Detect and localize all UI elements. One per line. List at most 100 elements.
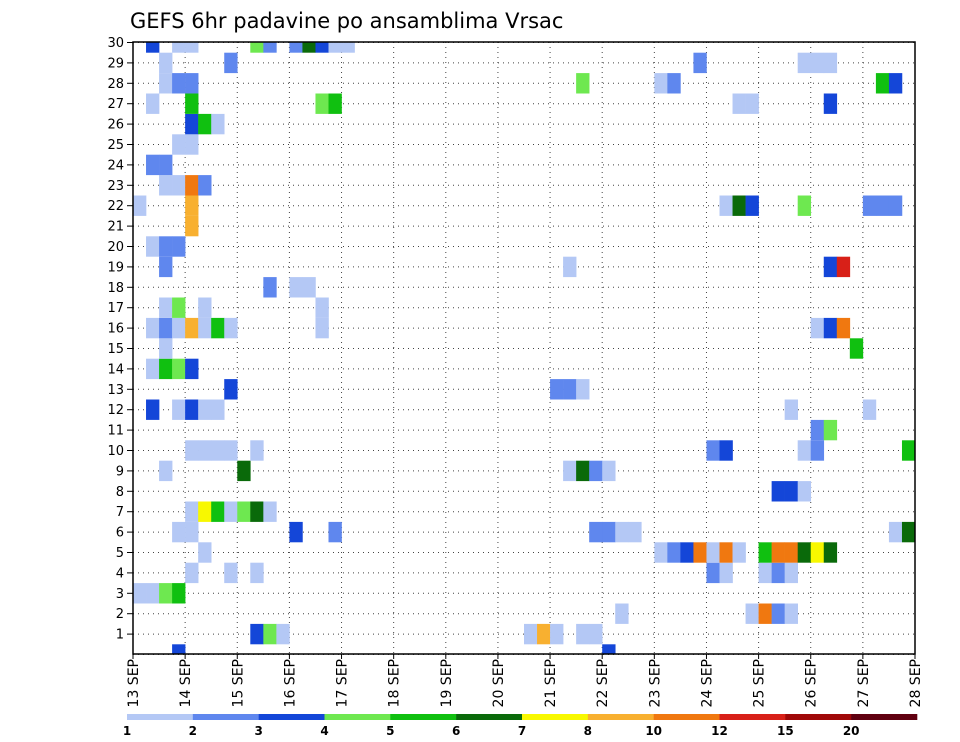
heatmap-cell: [146, 154, 160, 176]
heatmap-cell: [133, 195, 147, 216]
y-tick-label: 6: [116, 526, 124, 541]
heatmap-cell: [810, 317, 825, 339]
y-tick-label: 22: [107, 199, 124, 214]
heatmap-cell: [185, 113, 199, 135]
heatmap-cell: [211, 399, 225, 420]
heatmap-cell: [159, 52, 173, 74]
heatmap-cell: [706, 562, 720, 584]
colorbar: 1 2 3 4 5 6 7 8 10 12 15 20: [123, 714, 918, 738]
heatmap-cell: [185, 175, 199, 196]
heatmap-cell: [589, 623, 603, 645]
heatmap-cell: [263, 42, 277, 53]
heatmap-cell: [172, 317, 186, 339]
heatmap-cell: [185, 73, 199, 94]
heatmap-cell: [745, 603, 759, 624]
heatmap-cell: [563, 460, 577, 482]
heatmap-cell: [784, 399, 798, 420]
heatmap-cell: [836, 317, 851, 339]
heatmap-cell: [159, 338, 173, 359]
heatmap-cell: [667, 542, 681, 563]
heatmap-cell: [146, 358, 160, 380]
y-tick-label: 23: [107, 179, 124, 194]
heatmap-cell: [823, 256, 838, 278]
heatmap-cell: [797, 481, 812, 502]
heatmap-cell: [771, 481, 785, 502]
heatmap-cell: [888, 73, 903, 94]
heatmap-cell: [719, 542, 733, 563]
x-tick-label: 26 SEP: [804, 659, 820, 707]
colorbar-label: 5: [386, 724, 394, 738]
y-tick-label: 29: [107, 56, 124, 71]
heatmap-cell: [654, 542, 668, 563]
heatmap-cell: [185, 215, 199, 237]
colorbar-swatch: [587, 714, 654, 720]
x-tick-label: 23 SEP: [647, 659, 663, 707]
heatmap-cell: [823, 52, 838, 74]
y-tick-label: 17: [107, 301, 124, 316]
y-tick-label: 13: [107, 383, 124, 398]
heatmap-cell: [159, 460, 173, 482]
heatmap-cell: [758, 603, 772, 624]
heatmap-cell: [862, 195, 877, 216]
heatmap-cell: [198, 501, 212, 522]
y-tick-label: 30: [107, 36, 124, 51]
heatmap-cell: [172, 297, 186, 318]
heatmap-cell: [172, 175, 186, 196]
colorbar-swatch: [653, 714, 720, 720]
heatmap-cell: [146, 399, 160, 420]
y-tick-label: 3: [116, 587, 124, 602]
colorbar-label: 6: [452, 724, 460, 738]
heatmap-cell: [185, 93, 199, 114]
heatmap-cell: [224, 562, 238, 584]
heatmap-cell: [615, 603, 629, 624]
heatmap-cell: [211, 113, 225, 135]
x-tick-label: 22 SEP: [595, 659, 611, 707]
y-tick-label: 4: [116, 566, 124, 581]
heatmap-cell: [133, 583, 147, 604]
heatmap-cell: [185, 317, 199, 339]
heatmap-cell: [185, 501, 199, 522]
x-tick-label: 15 SEP: [230, 659, 246, 707]
heatmap-cell: [745, 93, 759, 114]
heatmap-cell: [198, 297, 212, 318]
heatmap-cell: [198, 317, 212, 339]
heatmap-cell: [784, 562, 798, 584]
heatmap-cell: [328, 42, 342, 53]
heatmap-cell: [198, 399, 212, 420]
heatmap-cell: [667, 73, 681, 94]
heatmap-cell: [172, 399, 186, 420]
heatmap-cell: [576, 73, 590, 94]
heatmap-cell: [211, 501, 225, 522]
colorbar-swatch: [785, 714, 852, 720]
heatmap-cell: [732, 195, 746, 216]
colorbar-swatch: [192, 714, 259, 720]
heatmap-cell: [810, 440, 825, 461]
heatmap-cell: [758, 542, 772, 563]
colorbar-label: 8: [584, 724, 592, 738]
heatmap-cell: [159, 256, 173, 278]
heatmap-cell: [172, 73, 186, 94]
heatmap-cell: [315, 297, 329, 318]
heatmap-cell: [784, 603, 798, 624]
heatmap-cell: [901, 440, 916, 461]
heatmap-cell: [797, 52, 812, 74]
heatmap-cell: [198, 542, 212, 563]
y-tick-label: 8: [116, 485, 124, 500]
heatmap-cell: [823, 419, 838, 441]
heatmap-cell: [550, 379, 564, 400]
heatmap-cell: [628, 521, 642, 543]
colorbar-swatch: [522, 714, 589, 720]
heatmap-cell: [589, 460, 603, 482]
colorbar-label: 7: [518, 724, 526, 738]
heatmap-cell: [328, 93, 342, 114]
heatmap-cell: [810, 52, 825, 74]
heatmap-cell: [224, 501, 238, 522]
y-tick-label: 10: [107, 444, 124, 459]
heatmap-cell: [745, 195, 759, 216]
heatmap-cell: [602, 460, 616, 482]
heatmap-cell: [576, 623, 590, 645]
x-tick-label: 20 SEP: [491, 659, 507, 707]
heatmap-cell: [237, 501, 251, 522]
heatmap-cell: [315, 42, 329, 53]
heatmap-cell: [224, 317, 238, 339]
